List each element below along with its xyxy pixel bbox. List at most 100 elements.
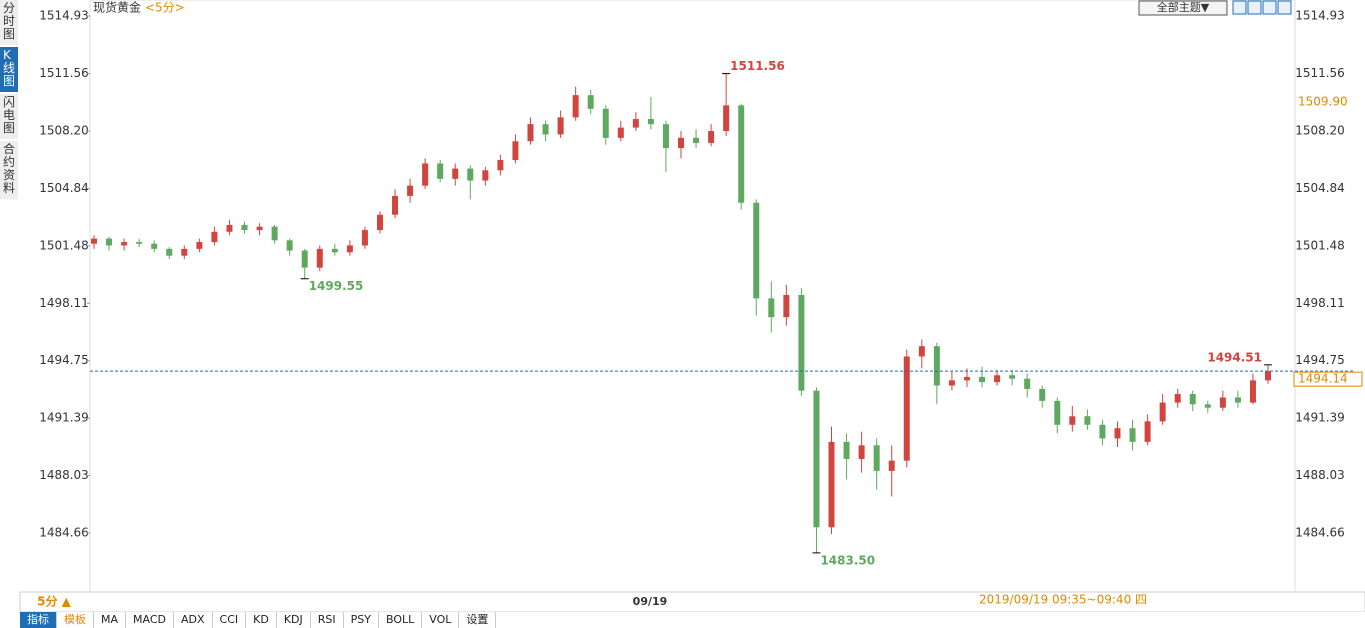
last-price-box bbox=[1293, 371, 1363, 387]
candle-body bbox=[1039, 388, 1046, 401]
y-tick-label: 1508.20 bbox=[39, 124, 89, 138]
candle-body bbox=[181, 248, 188, 256]
theme-button-bg bbox=[1138, 0, 1228, 16]
candle-body bbox=[527, 124, 534, 142]
theme-button[interactable]: 全部主题▼ bbox=[1157, 0, 1210, 14]
y-tick-label-right: 1514.93 bbox=[1295, 9, 1345, 23]
candle-body bbox=[572, 95, 579, 118]
toolbar-button[interactable]: MACD bbox=[126, 612, 174, 628]
x-label: 09/19 bbox=[633, 595, 668, 608]
candle-body bbox=[166, 248, 173, 256]
toolbar-button[interactable]: MA bbox=[94, 612, 127, 628]
period-selector[interactable]: 5分 ▲ bbox=[37, 594, 72, 609]
candle-body bbox=[1129, 428, 1136, 442]
candle-body bbox=[918, 346, 925, 357]
candle-body bbox=[331, 248, 338, 253]
candle-body bbox=[1084, 416, 1091, 425]
toolbar-button[interactable]: RSI bbox=[311, 612, 344, 628]
y-tick-label-right: 1501.48 bbox=[1295, 238, 1345, 252]
candle-body bbox=[994, 375, 1001, 383]
sidebar: 分时图 K线图闪电图合约资料 bbox=[0, 0, 18, 201]
toolbar-button[interactable]: VOL bbox=[422, 612, 460, 628]
candle-body bbox=[813, 390, 820, 528]
candle-body bbox=[617, 127, 624, 138]
candle-body bbox=[1189, 394, 1196, 405]
candle-body bbox=[903, 356, 910, 461]
toolbar-button[interactable]: ADX bbox=[174, 612, 213, 628]
candle-body bbox=[1054, 400, 1061, 425]
toolbar-button[interactable]: 指标 bbox=[20, 612, 57, 628]
candle-body bbox=[1219, 397, 1226, 408]
y-tick-label-right: 1511.56 bbox=[1295, 66, 1345, 80]
candle-body bbox=[858, 445, 865, 459]
candle-body bbox=[196, 242, 203, 249]
candle-body bbox=[1159, 402, 1166, 422]
sidebar-tab[interactable]: 闪电图 bbox=[0, 94, 18, 139]
zoom-icon bbox=[1262, 0, 1277, 15]
toolbar-button[interactable]: BOLL bbox=[379, 612, 423, 628]
y-tick-label-right: 1484.66 bbox=[1295, 526, 1345, 540]
candle-body bbox=[1099, 424, 1106, 439]
y-tick-label: 1511.56 bbox=[39, 66, 89, 80]
candle-body bbox=[346, 245, 353, 253]
candle-body bbox=[1144, 421, 1151, 442]
toolbar-button[interactable]: PSY bbox=[344, 612, 379, 628]
candle-body bbox=[843, 441, 850, 459]
candle-body bbox=[452, 168, 459, 179]
candle-body bbox=[1069, 416, 1076, 425]
sidebar-tab[interactable]: 分时图 bbox=[0, 0, 18, 45]
candle-body bbox=[933, 346, 940, 386]
y-tick-label-right: 1504.84 bbox=[1295, 181, 1345, 195]
annotation-label: 1494.51 bbox=[1207, 350, 1262, 364]
candle-body bbox=[301, 250, 308, 268]
candle-body bbox=[497, 160, 504, 171]
toolbar-button[interactable]: CCI bbox=[213, 612, 247, 628]
toolbar-button[interactable]: 模板 bbox=[57, 612, 94, 628]
candle-body bbox=[693, 137, 700, 143]
candle-body bbox=[662, 124, 669, 149]
candle-body bbox=[948, 380, 955, 386]
candle-body bbox=[768, 298, 775, 318]
annotation-label: 1511.56 bbox=[730, 59, 785, 73]
candle-body bbox=[241, 224, 248, 231]
candle-body bbox=[256, 226, 263, 231]
toolbar: 指标 模板 MA MACD ADX CCI KD KDJ RSI PSY BOLL VOL 设置 bbox=[20, 612, 497, 628]
candle-body bbox=[587, 95, 594, 109]
toolbar-button[interactable]: 设置 bbox=[459, 612, 497, 628]
candle-body bbox=[271, 226, 278, 241]
toolbar-button[interactable]: KDJ bbox=[277, 612, 311, 628]
candle-body bbox=[151, 243, 158, 249]
candle-body bbox=[1204, 404, 1211, 408]
candle-body bbox=[963, 376, 970, 381]
candle-body bbox=[1174, 394, 1181, 403]
y-tick-label: 1501.48 bbox=[39, 238, 89, 252]
candle-body bbox=[1249, 380, 1256, 403]
y-tick-label-right: 1488.03 bbox=[1295, 468, 1345, 482]
y-tick-label: 1484.66 bbox=[39, 526, 89, 540]
period-label: <5分> bbox=[145, 1, 185, 15]
sidebar-tab[interactable]: K线图 bbox=[0, 47, 18, 92]
zoom-icon bbox=[1277, 0, 1292, 15]
candle-body bbox=[91, 238, 97, 244]
zoom-icon bbox=[1247, 0, 1262, 15]
y-tick-label: 1488.03 bbox=[39, 468, 89, 482]
plot-frame bbox=[89, 0, 1296, 593]
candle-body bbox=[979, 376, 986, 383]
candle-body bbox=[798, 294, 805, 391]
last-price: 1494.14 bbox=[1298, 372, 1348, 386]
candle-body bbox=[1265, 371, 1271, 381]
candle-body bbox=[136, 242, 143, 244]
y-tick-label: 1494.75 bbox=[39, 353, 89, 367]
y-tick-label: 1504.84 bbox=[39, 181, 89, 195]
candle-body bbox=[437, 163, 444, 179]
candle-body bbox=[738, 105, 745, 203]
candle-body bbox=[723, 105, 730, 132]
chart: 现货黄金 <5分> 全部主题▼ 1514.93 1514.93 1511.56 1511.5… bbox=[19, 0, 1365, 612]
candle-body bbox=[632, 119, 639, 128]
candle-body bbox=[482, 170, 489, 181]
y-tick-label-right: 1498.11 bbox=[1295, 296, 1345, 310]
sidebar-tab[interactable]: 合约资料 bbox=[0, 141, 18, 199]
candle-body bbox=[106, 238, 113, 246]
toolbar-button[interactable]: KD bbox=[246, 612, 277, 628]
